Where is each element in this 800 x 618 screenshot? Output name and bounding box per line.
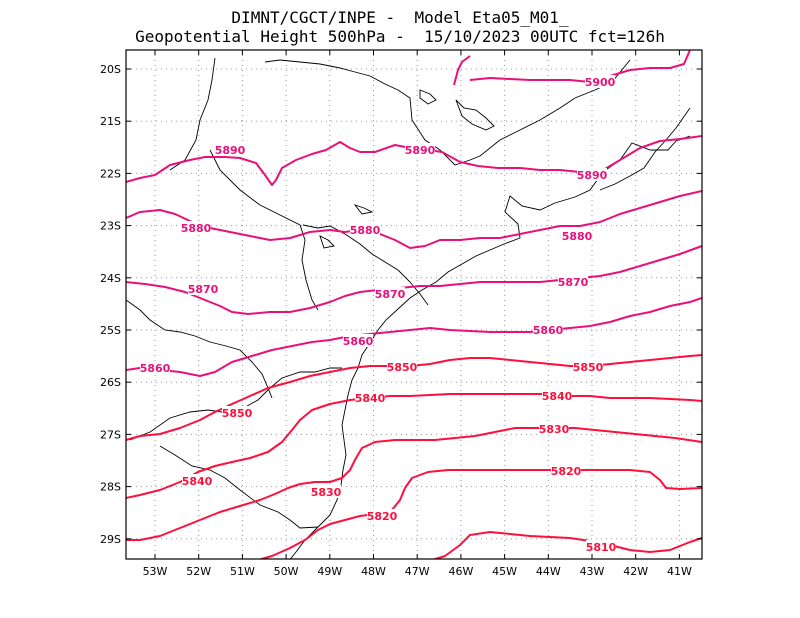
contour-label-bg [558,275,588,288]
state-border-mg-rj [599,107,691,191]
contour-label-bg [577,168,607,181]
contour-label: 5840 [182,475,213,488]
contour-label-bg [140,361,170,374]
lon-label: 52W [186,565,211,578]
contour-label-bg [585,75,615,88]
contour-label: 5820 [551,465,582,478]
contour-label-bg [533,323,563,336]
contour-5880 [126,190,702,249]
contour-label-bg [222,406,252,419]
contour-label: 5850 [222,407,253,420]
state-border-sc-rs [159,445,319,529]
lake-furnas [455,99,495,131]
contour-5820 [257,469,702,559]
contour-label: 5870 [188,283,219,296]
contour-label-bg [311,485,341,498]
contour-5900 [453,50,691,86]
map-frame [125,49,703,560]
lake-itaipu [319,235,335,249]
contour-5870 [126,245,702,315]
lat-label: 26S [100,376,121,389]
contour-label: 5820 [367,510,398,523]
contour-label: 5810 [586,541,617,554]
contour-label-bg [542,389,572,402]
lat-label: 28S [100,481,121,494]
lon-label: 53W [143,565,168,578]
lat-lon-grid [126,50,702,559]
ms-mt-border [169,57,216,171]
map-title-line-1: DIMNT/CGCT/INPE - Model Eta05_M01_ [231,8,569,27]
lake-small-2 [353,204,374,215]
contour-label: 5890 [577,169,608,182]
contour-label: 5860 [533,324,564,337]
contour-label: 5880 [562,230,593,243]
contour-label: 5860 [343,335,374,348]
lat-label: 20S [100,63,121,76]
contour-label-bg [343,334,373,347]
contour-label: 5890 [215,144,246,157]
lon-label: 47W [405,565,430,578]
lon-label: 46W [448,565,473,578]
river-paraguay-border [126,299,273,399]
contour-label-bg [181,221,211,234]
state-border-pr-sc [129,367,342,441]
contour-label-bg [539,422,569,435]
contour-label: 5840 [542,390,573,403]
contour-label-bg [586,540,616,553]
lon-label: 49W [317,565,342,578]
lon-label: 45W [492,565,517,578]
lat-label: 24S [100,272,121,285]
lat-label: 22S [100,167,121,180]
contour-label-bg [355,391,385,404]
lon-label: 44W [536,565,561,578]
lon-label: 41W [667,565,692,578]
contour-label-bg [562,229,592,242]
height-contours [126,50,702,559]
contour-label: 5860 [140,362,171,375]
contour-label-bg [387,360,417,373]
state-border-sp-mg [264,59,631,166]
contour-label-bg [573,360,603,373]
lat-label: 23S [100,220,121,233]
axes: 20S 21S 22S 23S 24S 25S 26S 27S 28S 29S 53W 52W 51W 5… [100,50,702,578]
lon-label: 43W [580,565,605,578]
contour-label-bg [182,474,212,487]
contour-label: 5840 [355,392,386,405]
contour-5860 [126,297,702,377]
contour-label-bg [375,287,405,300]
lon-label: 48W [361,565,386,578]
contour-label: 5850 [387,361,418,374]
contour-5810 [431,531,702,559]
contour-label: 5900 [585,76,616,89]
state-border-ms-pr [209,149,319,311]
lon-label: 42W [623,565,648,578]
lat-label: 21S [100,115,121,128]
contour-label-bg [551,464,581,477]
contour-label: 5830 [539,423,570,436]
lat-label: 25S [100,324,121,337]
contour-5840 [126,393,702,499]
lon-label: 50W [274,565,299,578]
contour-label-bg [405,143,435,156]
contour-5830 [126,427,702,541]
lat-label: 29S [100,533,121,546]
contour-label: 5850 [573,361,604,374]
contour-label-bg [215,143,245,156]
lat-label: 27S [100,428,121,441]
contour-label: 5880 [181,222,212,235]
contour-label: 5890 [405,144,436,157]
contour-label: 5870 [375,288,406,301]
map-title-line-2: Geopotential Height 500hPa - 15/10/2023 … [135,27,665,46]
atlantic-coastline [289,135,691,559]
lake-small-1 [419,89,437,105]
contour-label-bg [367,509,397,522]
contour-labels: 5900 5890 5890 5890 5880 5880 5880 5870 5870 5870… [140,75,617,554]
contour-label: 5880 [350,224,381,237]
lon-label: 51W [230,565,255,578]
contour-label-bg [350,223,380,236]
contour-label: 5870 [558,276,589,289]
contour-label-bg [188,282,218,295]
contour-label: 5830 [311,486,342,499]
